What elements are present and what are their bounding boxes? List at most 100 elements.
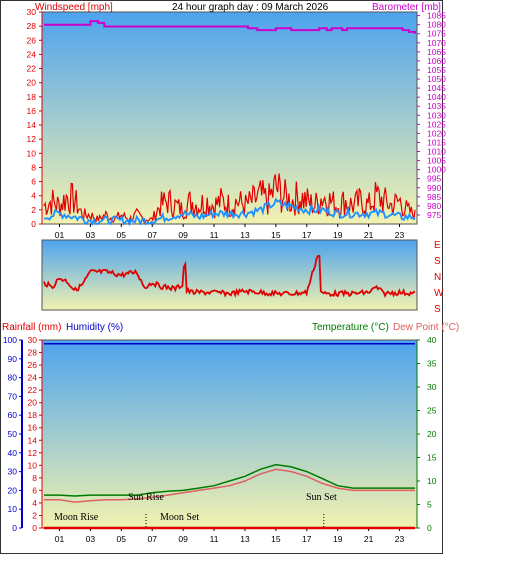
humidity-tick-label: 40 <box>8 448 18 458</box>
hour-axis-top: 01 03 05 07 09 11 13 15 17 19 21 23 <box>55 224 405 240</box>
hour-tick-label: 07 <box>147 534 157 544</box>
wind-direction-line <box>43 254 416 298</box>
hour-tick-label: 21 <box>364 534 374 544</box>
wind-gust-series <box>43 173 416 224</box>
temperature-series <box>44 463 415 497</box>
hour-tick-label: 23 <box>395 230 405 240</box>
barometer-tick-label: 1000 <box>427 165 446 175</box>
windspeed-tick-label: 8 <box>31 162 36 172</box>
hour-axis-bottom: 01 03 05 07 09 11 13 15 17 19 21 23 <box>55 528 405 544</box>
humidity-tick-label: 90 <box>8 354 18 364</box>
temperature-panel-bg <box>41 339 418 529</box>
hour-tick-label: 09 <box>178 534 188 544</box>
rainfall-tick-label: 4 <box>32 498 37 508</box>
barometer-axis-label: Barometer [mb] <box>372 2 441 13</box>
event-markers <box>145 514 325 528</box>
rainfall-tick-label: 20 <box>28 398 38 408</box>
windspeed-tick-label: 22 <box>27 64 37 74</box>
barometer-tick-label: 1015 <box>427 137 446 147</box>
humidity-tick-label: 20 <box>8 485 18 495</box>
astronomy-events: Sun Rise Sun Set Moon Rise Moon Set <box>54 492 337 523</box>
hour-tick-label: 09 <box>178 230 188 240</box>
humidity-axis: 0 10 20 30 40 50 60 70 80 90 100 <box>3 335 23 533</box>
windspeed-tick-label: 16 <box>27 106 37 116</box>
barometer-tick-label: 980 <box>427 201 441 211</box>
dewpoint-line <box>44 468 415 503</box>
hour-tick-label: 07 <box>147 230 157 240</box>
temperature-line <box>44 463 415 497</box>
direction-label-n: N <box>434 272 441 283</box>
hour-tick-label: 15 <box>271 230 281 240</box>
rainfall-tick-label: 26 <box>28 360 38 370</box>
rainfall-tick-label: 22 <box>28 385 38 395</box>
temperature-tick-label: 40 <box>427 335 437 345</box>
rainfall-axis-label: Rainfall (mm) <box>2 322 61 333</box>
windspeed-tick-label: 14 <box>27 120 37 130</box>
rainfall-tick-label: 6 <box>32 485 37 495</box>
barometer-tick-label: 1050 <box>427 74 446 84</box>
humidity-tick-label: 60 <box>8 410 18 420</box>
windspeed-tick-label: 24 <box>27 49 37 59</box>
direction-label-w: W <box>434 288 444 299</box>
windspeed-tick-label: 18 <box>27 92 37 102</box>
humidity-axis-label: Humidity (%) <box>66 322 123 333</box>
hour-tick-label: 23 <box>395 534 405 544</box>
barometer-tick-label: 985 <box>427 192 441 202</box>
hour-tick-label: 05 <box>117 534 127 544</box>
hour-tick-label: 17 <box>302 230 312 240</box>
moon-set-label: Moon Set <box>160 512 199 523</box>
chart-title: 24 hour graph day : 09 March 2026 <box>172 2 329 13</box>
outer-frame <box>0 0 443 554</box>
barometer-tick-label: 1035 <box>427 101 446 111</box>
temperature-tick-label: 5 <box>427 500 432 510</box>
hour-tick-label: 03 <box>86 534 96 544</box>
windspeed-tick-label: 28 <box>27 21 37 31</box>
hour-tick-label: 01 <box>55 230 65 240</box>
hour-tick-label: 15 <box>271 534 281 544</box>
sun-rise-label: Sun Rise <box>128 492 164 503</box>
windspeed-tick-label: 4 <box>31 191 36 201</box>
rainfall-tick-label: 24 <box>28 373 38 383</box>
temperature-tick-label: 15 <box>427 453 437 463</box>
hour-tick-label: 17 <box>302 534 312 544</box>
barometer-axis: 9759809859909951000100510101015102010251… <box>417 11 446 220</box>
windspeed-tick-label: 0 <box>31 219 36 229</box>
windspeed-tick-label: 12 <box>27 134 37 144</box>
barometer-tick-label: 1065 <box>427 47 446 57</box>
humidity-tick-label: 50 <box>8 429 18 439</box>
wind-average-line <box>43 197 416 227</box>
hour-tick-label: 11 <box>210 534 219 544</box>
barometer-tick-label: 1025 <box>427 119 446 129</box>
temperature-tick-label: 10 <box>427 476 437 486</box>
wind-gust-line <box>43 173 416 224</box>
sun-set-label: Sun Set <box>306 492 337 503</box>
hour-tick-label: 13 <box>240 230 250 240</box>
windspeed-axis-label: Windspeed [mph] <box>35 2 113 13</box>
barometer-tick-label: 1005 <box>427 156 446 166</box>
direction-label-s2: S <box>434 304 441 315</box>
rainfall-tick-label: 18 <box>28 410 38 420</box>
humidity-tick-label: 0 <box>12 523 17 533</box>
rainfall-tick-label: 2 <box>32 510 37 520</box>
barometer-tick-label: 1020 <box>427 128 446 138</box>
barometer-tick-label: 1085 <box>427 11 446 21</box>
windspeed-tick-label: 6 <box>31 177 36 187</box>
barometer-tick-label: 1055 <box>427 65 446 75</box>
temperature-tick-label: 30 <box>427 382 437 392</box>
rainfall-tick-label: 16 <box>28 423 38 433</box>
temperature-tick-label: 0 <box>427 523 432 533</box>
dewpoint-axis-label: Dew Point (°C) <box>393 322 459 333</box>
moon-rise-label: Moon Rise <box>54 512 99 523</box>
hour-tick-label: 19 <box>333 230 343 240</box>
rainfall-tick-label: 8 <box>32 473 37 483</box>
rainfall-tick-label: 10 <box>28 460 38 470</box>
windspeed-tick-label: 26 <box>27 35 37 45</box>
temperature-axis: 0 5 10 15 20 25 30 35 40 <box>416 335 437 533</box>
rainfall-tick-label: 0 <box>32 523 37 533</box>
temperature-tick-label: 35 <box>427 359 437 369</box>
direction-axis: E S N W S <box>434 240 444 315</box>
hour-tick-label: 13 <box>240 534 250 544</box>
hour-tick-label: 05 <box>117 230 127 240</box>
